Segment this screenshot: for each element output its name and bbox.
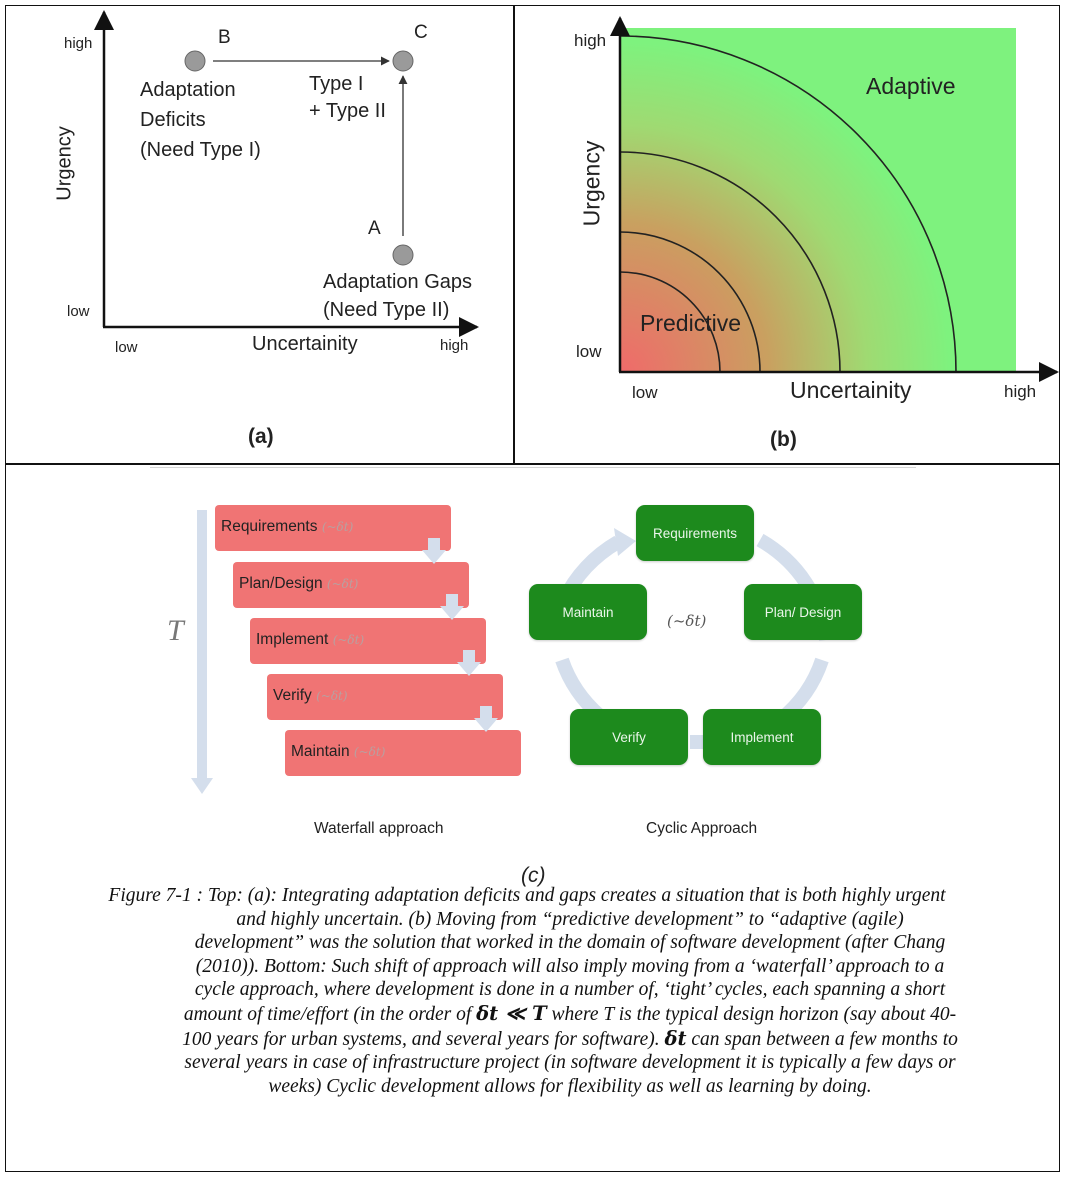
adaptive-label: Adaptive [866,73,956,99]
cycle-node-maintain: Maintain [529,584,647,640]
arc-3 [619,151,841,373]
waterfall-box-plan [233,562,469,608]
cycle-node-implement: Implement [703,709,821,765]
cycle-arrowhead [614,528,636,556]
cyclic-caption: Cyclic Approach [646,820,758,837]
panel-b-y-low: low [576,342,602,361]
waterfall-step-plan: Plan/Design (~δt) [239,575,359,592]
caption-line-6: amount of time/effort (in the order of δ… [183,1001,957,1025]
waterfall-connectors [422,538,498,732]
point-c-letter: C [414,22,428,43]
panel-a-x-high: high [440,337,469,354]
figure-frame [5,5,1060,1172]
point-c [392,50,414,72]
panel-b-x-title: Uncertainity [790,377,912,403]
caption-line-4: (2010)). Bottom: Such shift of approach … [195,955,945,977]
caption-line-8: several years in case of infrastructure … [184,1052,956,1074]
waterfall-step-maintain: Maintain (~δt) [291,743,386,760]
panel-a-x-low: low [115,339,138,356]
caption-math-inequality: δt ≪ T [476,1001,547,1025]
waterfall-connector-arrow-4 [474,706,498,732]
panel-divider-vertical [513,5,515,463]
cycle-node-verify: Verify [570,709,688,765]
predictive-label: Predictive [640,310,741,336]
caption-line-7: 100 years for urban systems, and several… [182,1026,958,1050]
point-b-letter: B [218,27,231,48]
panel-c-diagram [191,505,833,794]
point-a-letter: A [368,218,381,239]
waterfall-box-maintain [285,730,521,776]
figure-caption: Figure 7-1 : Top: (a): Integrating adapt… [105,884,1035,1098]
arc-2 [619,231,761,373]
time-symbol: T [167,614,184,647]
waterfall-box-requirements [215,505,451,551]
panel-c-top-rule [150,467,916,468]
type-label-line2: + Type II [309,100,386,122]
deficits-label-line1: Adaptation [140,79,236,101]
cycle-center-label: (~δt) [667,612,707,630]
panel-b-x-high: high [1004,382,1037,401]
caption-line-1: Figure 7-1 : Top: (a): Integrating adapt… [108,885,946,906]
deficits-label-line3: (Need Type I) [140,139,261,161]
panel-b-y-high: high [574,31,607,50]
waterfall-connector-arrow-1 [422,538,446,564]
caption-math-delta: δt [664,1026,687,1050]
waterfall-caption: Waterfall approach [314,820,444,837]
waterfall-connector-arrow-2 [440,594,464,620]
panel-a-y-low: low [67,303,90,320]
time-arrow-shaft [197,510,207,780]
gaps-label-line2: (Need Type II) [323,299,450,321]
waterfall-box-implement [250,618,486,664]
cycle-node-requirements: Requirements [636,505,754,561]
cycle-arc-left-lower [555,657,605,722]
cycle-node-plan: Plan/ Design [744,584,862,640]
arc-4 [619,35,957,373]
point-b [184,50,206,72]
panel-b-x-low: low [632,383,658,402]
caption-line-5: cycle approach, where development is don… [194,979,946,1001]
waterfall-step-implement: Implement (~δt) [256,631,365,648]
panel-a-x-title: Uncertainity [252,333,358,355]
panel-b-diagram [610,16,1059,382]
caption-line-2: and highly uncertain. (b) Moving from “p… [236,908,904,930]
point-a [392,244,414,266]
waterfall-step-requirements: Requirements (~δt) [221,518,354,535]
arc-1 [619,271,721,373]
panel-b-tag: (b) [770,428,797,451]
waterfall-connector-arrow-3 [457,650,481,676]
gaps-label-line1: Adaptation Gaps [323,271,472,293]
waterfall-box-verify [267,674,503,720]
panel-divider-horizontal [5,463,1060,465]
panel-a-y-high: high [64,35,93,52]
deficits-label-line2: Deficits [140,109,206,131]
caption-line-3: development” was the solution that worke… [194,932,946,954]
panel-c-tag: (c) [521,864,546,887]
panel-a-tag: (a) [248,425,274,448]
time-arrow-head [191,778,213,794]
waterfall-step-verify: Verify (~δt) [273,687,348,704]
type-label-line1: Type I [309,73,364,95]
gradient-field [620,28,1016,372]
panel-a-diagram [94,10,479,337]
waterfall-boxes [215,505,521,776]
caption-line-9: weeks) Cyclic development allows for fle… [268,1075,872,1097]
